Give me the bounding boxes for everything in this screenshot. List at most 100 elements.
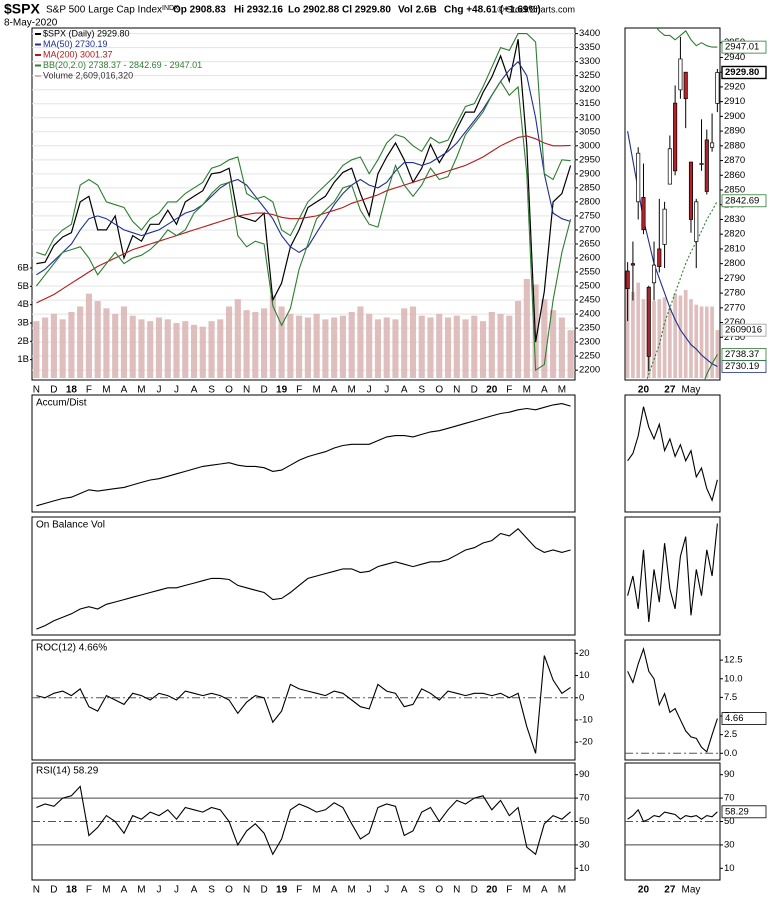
- x-tick-label: O: [225, 885, 233, 896]
- volume-bar: [453, 315, 460, 378]
- x-tick-label: M: [523, 885, 531, 896]
- value-flag: [721, 712, 767, 725]
- x-tick-label: 20: [638, 885, 650, 896]
- x-tick-label: F: [296, 885, 302, 896]
- volume-bar: [558, 317, 565, 378]
- date: 8-May-2020: [4, 18, 58, 29]
- candle-body: [662, 208, 667, 245]
- volume-bar: [155, 317, 163, 378]
- candle-body: [704, 139, 709, 192]
- volume-bar: [208, 321, 215, 378]
- volume-bar: [444, 317, 452, 378]
- volume-bar: [68, 312, 75, 378]
- volume-bar: [173, 323, 180, 378]
- volume-bar: [436, 313, 443, 378]
- legend-entry: BB(20,2.0) 2738.37 - 2842.69 - 2947.01: [43, 60, 202, 70]
- volume-tick-label: 2B: [17, 336, 29, 347]
- value-flag-label: 4.66: [725, 713, 744, 724]
- volume-bar: [243, 310, 250, 378]
- volume-bar: [652, 301, 656, 378]
- series-line: [36, 785, 571, 856]
- y-tick-label: 90: [579, 769, 590, 780]
- value-flag-label: 2738.37: [725, 349, 759, 360]
- volume-bar: [710, 306, 714, 378]
- x-tick-label: N: [453, 385, 460, 396]
- value-flag: [721, 40, 767, 54]
- x-tick-label: J: [174, 885, 179, 896]
- y-tick-label: 2880: [724, 140, 745, 151]
- panel-title: On Balance Vol: [36, 520, 105, 531]
- legend-entry: $SPX (Daily) 2929.80: [43, 28, 130, 38]
- x-tick-label: F: [506, 385, 512, 396]
- candle-body: [673, 102, 678, 172]
- y-tick-label: 3250: [579, 70, 600, 81]
- candle-body: [630, 263, 635, 266]
- x-tick-label: M: [137, 885, 145, 896]
- x-tick-label: A: [331, 885, 338, 896]
- y-tick-label: 10.0: [724, 673, 743, 684]
- x-tick-label: M: [347, 885, 355, 896]
- y-tick-label: 12.5: [724, 655, 743, 666]
- x-tick-label: M: [312, 385, 320, 396]
- series-line: [36, 655, 571, 754]
- x-tick-label: F: [86, 385, 92, 396]
- y-tick-label: 2790: [724, 273, 745, 284]
- volume-bar: [296, 315, 303, 378]
- x-tick-label: D: [471, 885, 478, 896]
- series-line: [35, 80, 572, 372]
- y-tick-label: 3150: [579, 98, 600, 109]
- volume-bar: [252, 312, 259, 378]
- y-tick-label: 2650: [579, 238, 600, 249]
- y-tick-label: 50: [724, 816, 735, 827]
- candle-body: [667, 148, 672, 185]
- close: Cl 2929.80: [342, 5, 391, 16]
- volume-tick-label: 4B: [17, 299, 29, 310]
- volume-bar: [269, 295, 276, 378]
- candle-body: [694, 201, 699, 242]
- candle-body: [636, 152, 641, 203]
- y-tick-label: 2200: [579, 365, 600, 376]
- volume-bar: [129, 315, 136, 378]
- y-tick-label: 2770: [724, 302, 745, 313]
- volume-bar: [641, 299, 646, 378]
- volume-bar: [50, 313, 57, 378]
- candle-body: [678, 58, 683, 91]
- volume-bar: [234, 299, 241, 378]
- volume-bar: [715, 330, 720, 378]
- y-tick-label: 2450: [579, 295, 600, 306]
- x-tick-label: O: [435, 385, 443, 396]
- x-tick-label: M: [523, 385, 531, 396]
- y-tick-label: 3000: [579, 140, 600, 151]
- volume-bar: [689, 299, 693, 378]
- y-tick-label: 2.5: [724, 729, 737, 740]
- x-tick-label: M: [558, 385, 566, 396]
- x-tick-label: 20: [486, 885, 498, 896]
- y-tick-label: -20: [579, 737, 593, 748]
- y-tick-label: 2500: [579, 281, 600, 292]
- index-name: S&P 500 Large Cap Index: [46, 5, 162, 16]
- value-flag: [721, 323, 767, 337]
- x-tick-label: D: [50, 885, 57, 896]
- series-line: [36, 403, 571, 507]
- volume-bar: [112, 313, 119, 378]
- panel-frame: [624, 639, 721, 761]
- volume-bar: [401, 308, 408, 378]
- x-tick-label: J: [156, 885, 161, 896]
- volume: Vol 2.6B: [398, 5, 437, 16]
- volume-bar: [550, 310, 557, 378]
- x-tick-label: S: [418, 885, 425, 896]
- volume-bar: [694, 304, 699, 378]
- y-tick-label: 3200: [579, 84, 600, 95]
- x-tick-label: N: [33, 385, 40, 396]
- candle-body: [683, 71, 688, 100]
- series-line: [655, 28, 718, 48]
- y-tick-label: 2600: [579, 253, 600, 264]
- volume-bar: [704, 306, 709, 378]
- value-flag-label: 2947.01: [725, 42, 759, 53]
- panel-frame: [624, 762, 721, 881]
- x-tick-label: May: [682, 385, 701, 396]
- volume-bar: [33, 321, 40, 378]
- volume-tick-label: 6B: [17, 263, 29, 274]
- volume-bar: [683, 290, 688, 378]
- panel-title-bg: [33, 397, 143, 409]
